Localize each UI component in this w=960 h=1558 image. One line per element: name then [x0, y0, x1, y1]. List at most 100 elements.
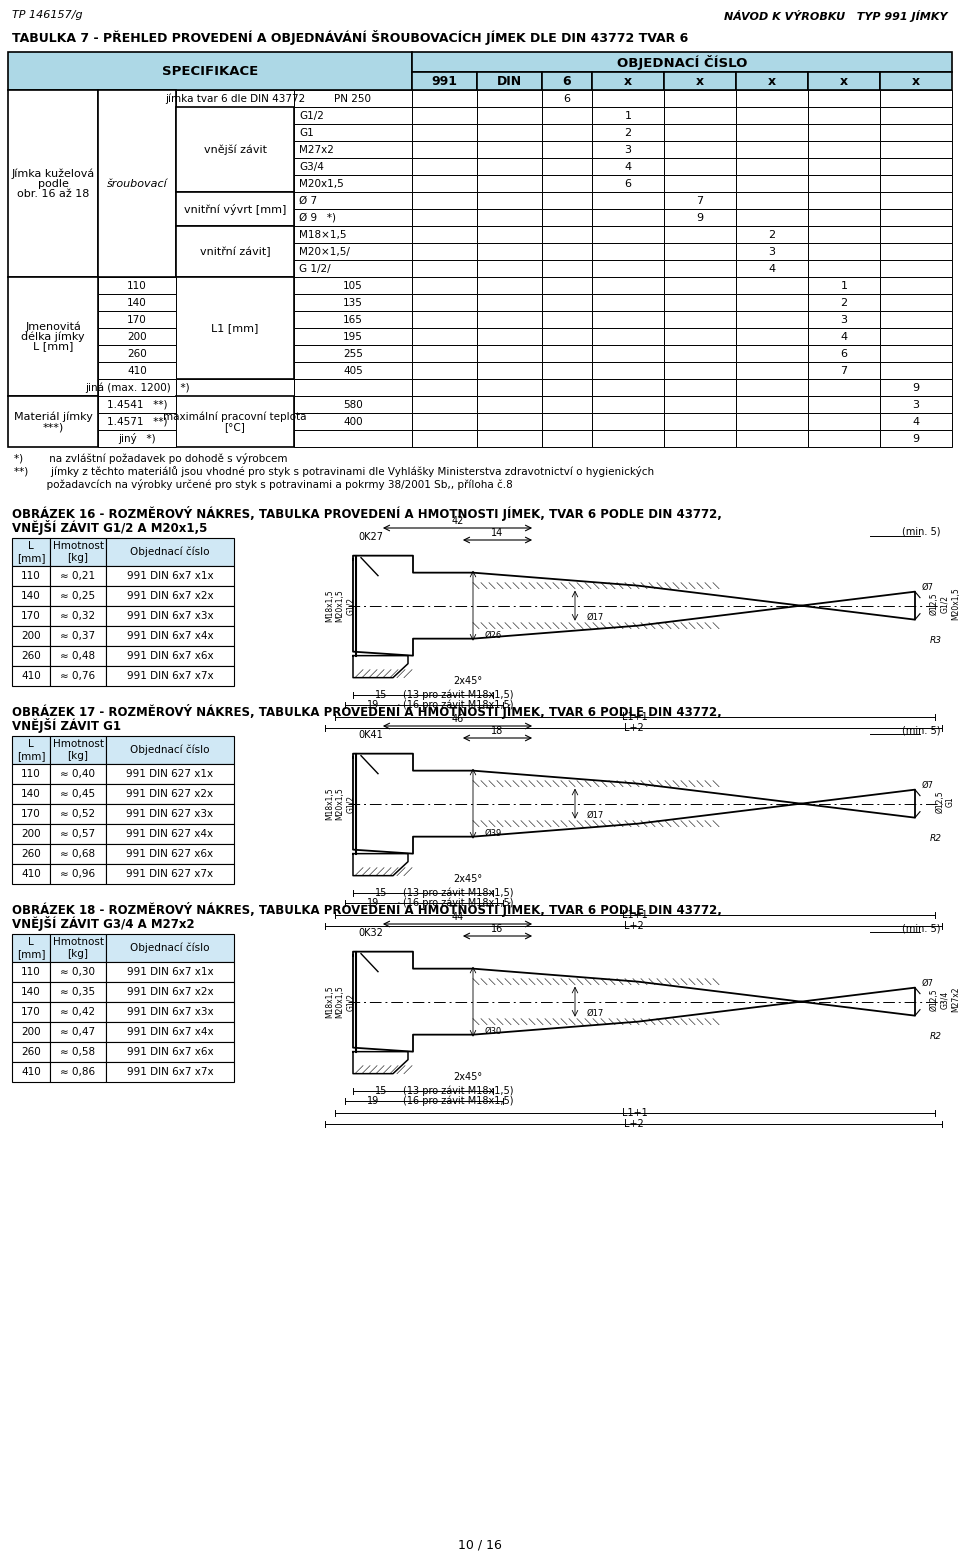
Text: 7: 7 — [696, 195, 704, 206]
Text: L1+1: L1+1 — [622, 1108, 648, 1117]
Bar — [294, 312, 412, 329]
Bar — [664, 329, 736, 344]
Text: 3: 3 — [625, 145, 632, 154]
Text: (min. 5): (min. 5) — [901, 527, 940, 538]
Text: [mm]: [mm] — [16, 751, 45, 760]
Bar — [176, 192, 294, 226]
Text: ***): ***) — [42, 422, 63, 433]
Text: 200: 200 — [21, 1027, 41, 1038]
Text: 170: 170 — [21, 809, 41, 820]
Text: [mm]: [mm] — [16, 949, 45, 960]
Bar — [592, 209, 664, 226]
Text: OBRÁZEK 17 - ROZMĚROVÝ NÁKRES, TABULKA PROVEDENÍ A HMOTNOSTI JÍMEK, TVAR 6 PODLE: OBRÁZEK 17 - ROZMĚROVÝ NÁKRES, TABULKA P… — [12, 704, 722, 718]
Bar — [50, 1063, 106, 1081]
Bar — [542, 72, 592, 90]
Text: M18x1,5
M20x1,5
G1/2: M18x1,5 M20x1,5 G1/2 — [325, 985, 355, 1017]
Bar — [664, 142, 736, 157]
Bar — [880, 72, 952, 90]
Bar — [592, 344, 664, 361]
Text: ≈ 0,35: ≈ 0,35 — [60, 988, 96, 997]
Bar — [12, 1022, 50, 1042]
Text: 991 DIN 627 x4x: 991 DIN 627 x4x — [127, 829, 213, 840]
Text: G1: G1 — [299, 128, 314, 137]
Bar — [664, 344, 736, 361]
Bar — [294, 294, 412, 312]
Text: 4: 4 — [624, 162, 632, 171]
Bar — [542, 379, 592, 396]
Bar — [98, 312, 176, 329]
Bar — [808, 243, 880, 260]
Bar — [8, 396, 98, 447]
Text: ≈ 0,57: ≈ 0,57 — [60, 829, 96, 840]
Bar — [736, 192, 808, 209]
Bar — [12, 961, 50, 982]
Bar — [880, 125, 952, 142]
Text: M18x1,5
M20x1,5
G1/2: M18x1,5 M20x1,5 G1/2 — [325, 589, 355, 622]
Bar — [477, 379, 542, 396]
Bar — [294, 192, 412, 209]
Text: Materiál jímky: Materiál jímky — [13, 411, 92, 422]
Bar — [477, 344, 542, 361]
Bar — [477, 108, 542, 125]
Bar — [592, 379, 664, 396]
Text: 0K32: 0K32 — [358, 929, 383, 938]
Bar — [880, 361, 952, 379]
Text: 991 DIN 6x7 x4x: 991 DIN 6x7 x4x — [127, 631, 213, 640]
Text: ≈ 0,40: ≈ 0,40 — [60, 770, 95, 779]
Bar — [12, 804, 50, 824]
Bar — [736, 294, 808, 312]
Bar — [412, 413, 477, 430]
Text: obr. 16 až 18: obr. 16 až 18 — [17, 189, 89, 198]
Bar — [477, 430, 542, 447]
Bar — [176, 226, 294, 277]
Bar — [12, 763, 50, 784]
Bar — [106, 824, 234, 844]
Text: 4: 4 — [912, 416, 920, 427]
Bar — [664, 277, 736, 294]
Bar — [477, 277, 542, 294]
Bar — [664, 379, 736, 396]
Bar — [12, 784, 50, 804]
Bar — [542, 430, 592, 447]
Bar — [542, 226, 592, 243]
Text: 410: 410 — [127, 366, 147, 375]
Text: 410: 410 — [21, 869, 41, 879]
Text: 4: 4 — [840, 332, 848, 341]
Bar — [736, 396, 808, 413]
Bar — [664, 108, 736, 125]
Text: L+2: L+2 — [624, 723, 643, 732]
Text: 410: 410 — [21, 671, 41, 681]
Text: 110: 110 — [21, 570, 41, 581]
Bar — [736, 125, 808, 142]
Bar — [50, 538, 106, 566]
Bar — [592, 157, 664, 174]
Bar — [294, 430, 412, 447]
Bar — [294, 226, 412, 243]
Text: ≈ 0,52: ≈ 0,52 — [60, 809, 96, 820]
Bar — [98, 361, 176, 379]
Bar — [736, 329, 808, 344]
Text: Ø12,5
G3/4
M27x2: Ø12,5 G3/4 M27x2 — [930, 986, 960, 1013]
Text: podle: podle — [37, 179, 68, 189]
Text: 2: 2 — [624, 128, 632, 137]
Bar — [8, 277, 98, 396]
Text: ≈ 0,25: ≈ 0,25 — [60, 590, 96, 601]
Bar — [294, 277, 412, 294]
Bar — [592, 312, 664, 329]
Bar — [736, 277, 808, 294]
Bar — [477, 209, 542, 226]
Text: Ø26: Ø26 — [485, 631, 502, 640]
Bar — [808, 108, 880, 125]
Bar — [412, 174, 477, 192]
Bar — [412, 209, 477, 226]
Bar — [294, 396, 412, 413]
Text: Hmotnost: Hmotnost — [53, 738, 104, 749]
Bar — [880, 396, 952, 413]
Bar — [50, 933, 106, 961]
Text: 6: 6 — [563, 75, 571, 87]
Bar — [477, 294, 542, 312]
Text: 15: 15 — [375, 1086, 388, 1095]
Bar — [412, 192, 477, 209]
Bar — [294, 174, 412, 192]
Bar — [106, 665, 234, 686]
